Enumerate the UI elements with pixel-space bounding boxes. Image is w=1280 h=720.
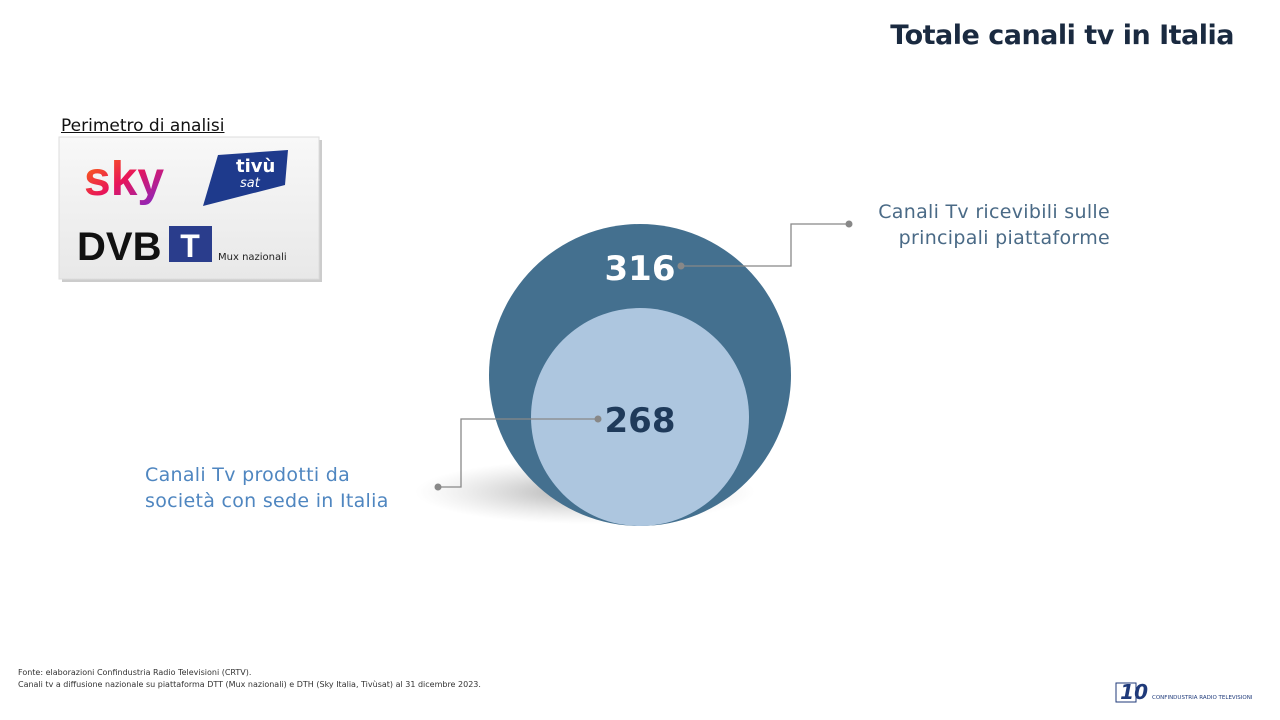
- outer-label: Canali Tv ricevibili sulle principali pi…: [878, 201, 1110, 249]
- leader-line: [438, 418, 598, 488]
- footer-logo-number: 10: [1120, 680, 1148, 704]
- title: Totale canali tv in Italia: [890, 20, 1234, 51]
- leader-dot: [845, 220, 853, 228]
- value-inner: 268: [605, 401, 676, 441]
- value-outer: 316: [605, 249, 676, 289]
- note: Canali tv a diffusione nazionale su piat…: [18, 680, 481, 689]
- footer-logo-icon: [1115, 682, 1137, 703]
- inner-label: Canali Tv prodotti da società con sede i…: [145, 464, 389, 512]
- leader-dot: [594, 415, 602, 423]
- tivu-shape: [203, 150, 288, 206]
- leader-dot: [434, 483, 442, 491]
- inner-circle: [531, 308, 749, 526]
- sky-logo: sky: [84, 153, 164, 206]
- tivu-logo: tivù: [236, 156, 275, 177]
- leader-line: [681, 223, 849, 267]
- mux-label: Mux nazionali: [218, 252, 287, 263]
- t-box: [169, 226, 212, 262]
- leader-dot: [677, 262, 685, 270]
- footer-logo-text: CONFINDUSTRIA RADIO TELEVISIONI: [1152, 695, 1253, 701]
- perimeter-label: Perimetro di analisi: [61, 116, 225, 136]
- dvb-logo: DVB: [77, 225, 161, 269]
- t-logo: T: [180, 228, 200, 264]
- sat-logo: sat: [240, 176, 261, 191]
- source: Fonte: elaborazioni Confindustria Radio …: [18, 668, 252, 677]
